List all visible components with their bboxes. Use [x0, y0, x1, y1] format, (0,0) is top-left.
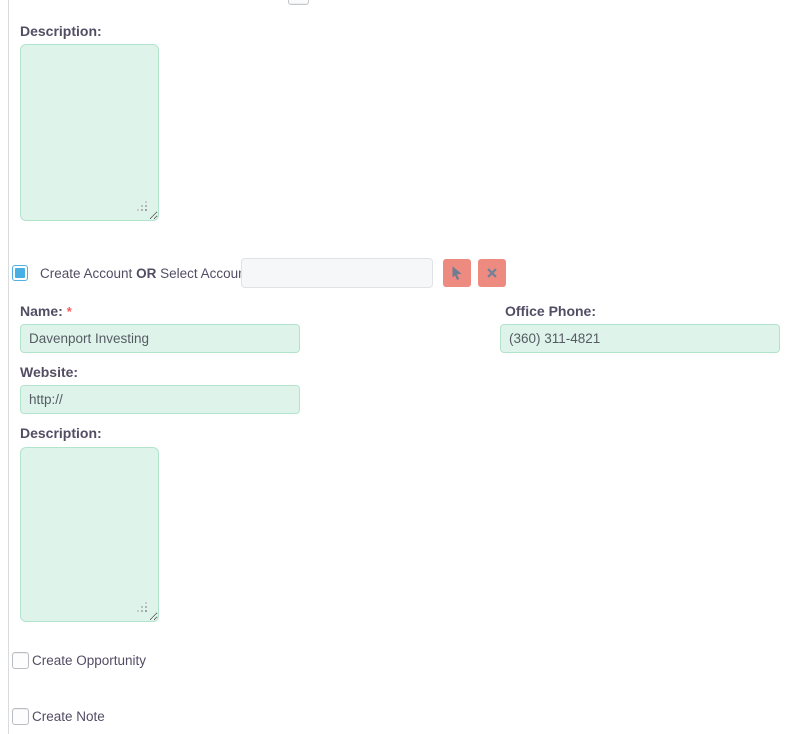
account-description-label: Description:	[20, 425, 102, 441]
create-account-label: Create Account	[40, 265, 133, 281]
or-label: OR	[136, 265, 157, 281]
select-account-button[interactable]	[443, 259, 471, 287]
create-account-row: Create Account OR Select Account *	[12, 258, 262, 288]
partial-checkbox-top[interactable]	[288, 0, 309, 5]
create-account-checkbox[interactable]	[12, 265, 28, 281]
office-phone-label: Office Phone:	[505, 303, 597, 319]
account-name-input[interactable]	[20, 324, 300, 353]
select-account-input[interactable]	[241, 258, 433, 288]
create-opportunity-checkbox[interactable]	[12, 652, 29, 669]
website-label: Website:	[20, 364, 79, 380]
create-note-checkbox[interactable]	[12, 708, 29, 725]
contact-description-label: Description:	[20, 23, 102, 39]
office-phone-input[interactable]	[500, 324, 780, 353]
create-note-label: Create Note	[32, 709, 105, 724]
resize-grip-icon[interactable]	[145, 209, 147, 211]
x-icon	[484, 265, 500, 281]
clear-account-button[interactable]	[478, 259, 506, 287]
account-name-label: Name: *	[20, 303, 72, 319]
cursor-arrow-icon	[448, 264, 466, 282]
name-required-marker: *	[66, 304, 72, 319]
account-name-label-text: Name:	[20, 303, 63, 319]
resize-grip-icon[interactable]	[145, 610, 147, 612]
create-account-row-label: Create Account OR Select Account *	[40, 266, 262, 281]
select-account-label: Select Account	[160, 265, 250, 281]
create-opportunity-label: Create Opportunity	[32, 653, 147, 668]
account-description-textarea[interactable]	[20, 447, 159, 622]
checkbox-check-fill	[15, 268, 25, 278]
contact-description-textarea[interactable]	[20, 44, 159, 221]
panel-left-border	[8, 0, 9, 734]
website-input[interactable]	[20, 385, 300, 414]
